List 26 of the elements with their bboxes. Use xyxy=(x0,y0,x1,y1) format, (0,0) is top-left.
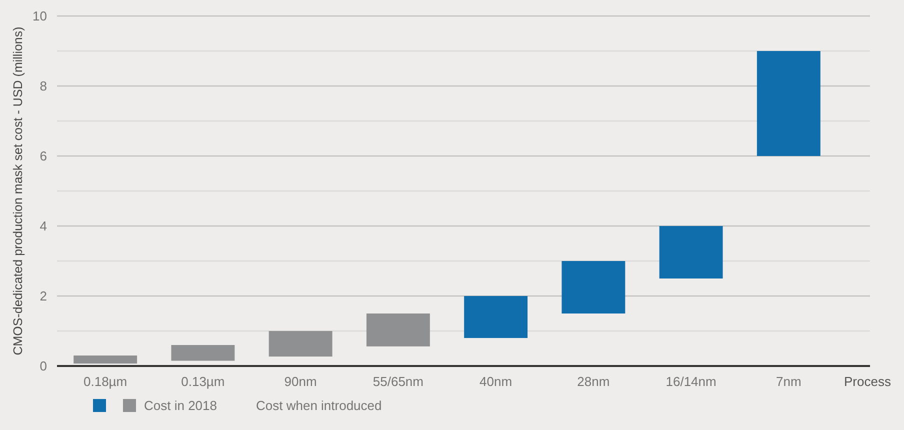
y-tick-label: 8 xyxy=(40,78,47,94)
bar xyxy=(464,296,528,338)
bar xyxy=(268,331,332,357)
bar xyxy=(366,314,430,346)
y-axis-title: CMOS-dedicated production mask set cost - USD (millions) xyxy=(11,26,25,356)
bar xyxy=(659,226,723,278)
x-tick-label: 40nm xyxy=(480,374,512,389)
x-tick-label: 0.18µm xyxy=(84,374,128,389)
text: Cost in 2018 xyxy=(144,398,217,413)
text: Cost when introduced xyxy=(256,398,382,413)
y-tick-label: 2 xyxy=(40,288,47,304)
x-tick-label: 7nm xyxy=(776,374,802,389)
y-tick-label: 4 xyxy=(40,218,47,234)
x-tick-label: 28nm xyxy=(577,374,610,389)
y-tick-label: 0 xyxy=(40,358,47,374)
x-tick-label: 16/14nm xyxy=(666,374,716,389)
bar xyxy=(562,261,626,314)
bar xyxy=(756,51,820,156)
bar xyxy=(171,345,235,361)
x-axis-title: Process xyxy=(844,374,892,389)
bar xyxy=(74,356,138,364)
x-tick-label: 0.13µm xyxy=(181,374,225,389)
x-tick-label: 90nm xyxy=(284,374,317,389)
y-tick-label: 6 xyxy=(40,148,47,164)
x-tick-label: 55/65nm xyxy=(372,374,424,389)
y-tick-label: 10 xyxy=(32,8,47,24)
